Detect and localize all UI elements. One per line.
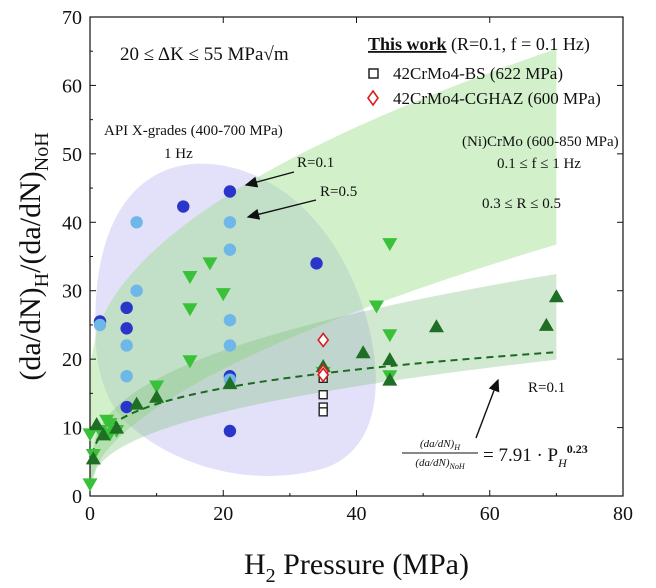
equation-numerator: (da/dN)H — [420, 438, 461, 452]
data-point-series-1 — [120, 339, 133, 352]
api-xgrades-label: API X-grades (400-700 MPa) — [104, 123, 283, 139]
x-tick-label: 40 — [347, 503, 367, 525]
data-point-series-5 — [317, 367, 330, 383]
data-point-series-0 — [177, 200, 190, 213]
nicrmo-label: (Ni)CrMo (600-850 MPa) — [462, 134, 619, 150]
data-point-series-0 — [120, 301, 133, 315]
nicrmo-freq-label: 0.1 ≤ f ≤ 1 Hz — [497, 156, 581, 172]
equation-arrow — [475, 378, 500, 439]
data-point-series-3 — [85, 451, 101, 465]
legend-marker-diamond — [367, 89, 379, 107]
data-point-series-3 — [89, 417, 105, 431]
data-point-series-1 — [223, 216, 237, 229]
equation-denominator: (da/dN)NoH — [415, 457, 466, 471]
data-point-series-0 — [223, 424, 237, 438]
data-point-series-1 — [223, 339, 237, 352]
data-point-series-3 — [222, 376, 238, 390]
equation-rhs: = 7.91 · PH0.23 — [483, 442, 588, 470]
data-point-series-3 — [538, 317, 554, 331]
data-point-series-1 — [130, 216, 143, 229]
r01-arrow-label: R=0.1 — [297, 155, 334, 171]
data-point-series-0 — [223, 185, 237, 198]
data-point-series-2 — [202, 257, 218, 271]
data-point-series-1 — [130, 284, 143, 297]
legend-marker-square — [368, 68, 379, 79]
r05-arrow — [246, 199, 317, 220]
data-point-series-2 — [182, 303, 198, 317]
data-point-series-2 — [182, 355, 198, 369]
data-point-series-1 — [223, 313, 237, 327]
r01-band-label: R=0.1 — [528, 380, 565, 396]
data-point-series-1 — [223, 243, 237, 256]
data-point-series-3 — [382, 372, 398, 386]
delta-k-range-label: 20 ≤ ΔK ≤ 55 MPa√m — [120, 44, 289, 65]
nicrmo-r-label: 0.3 ≤ R ≤ 0.5 — [482, 196, 561, 212]
data-point-series-2 — [368, 300, 384, 314]
nicrmo-r03-05-region — [90, 48, 557, 485]
y-tick-label: 10 — [62, 418, 82, 440]
x-tick-label: 20 — [213, 503, 233, 525]
legend-entry-label: 42CrMo4-BS (622 MPa) — [393, 64, 563, 83]
data-point-series-3 — [428, 319, 444, 333]
data-point-series-3 — [129, 396, 145, 410]
data-point-series-3 — [548, 289, 564, 303]
y-tick-label: 50 — [62, 144, 82, 166]
data-point-series-3 — [382, 352, 398, 366]
data-point-series-2 — [182, 271, 198, 285]
data-point-series-2 — [102, 418, 118, 432]
legend-title: This work (R=0.1, f = 0.1 Hz) — [368, 34, 590, 55]
data-point-series-2 — [82, 428, 98, 442]
data-point-series-5 — [317, 332, 330, 348]
r01-arrow — [244, 171, 295, 188]
y-tick-label: 40 — [62, 212, 82, 234]
data-point-series-1 — [93, 318, 107, 332]
data-point-series-0 — [120, 400, 133, 414]
data-point-series-2 — [382, 329, 398, 343]
legend-entry-label: 42CrMo4-CGHAZ (600 MPa) — [393, 89, 601, 108]
data-point-series-0 — [310, 257, 323, 270]
data-point-series-3 — [355, 345, 371, 359]
y-axis-label-group: (da/dN)H/(da/dN)NoH — [14, 132, 53, 380]
data-point-series-3 — [109, 420, 125, 434]
y-axis-label: (da/dN)H/(da/dN)NoH — [14, 132, 53, 380]
data-point-series-2 — [149, 380, 165, 394]
x-tick-label: 60 — [480, 503, 500, 525]
y-tick-label: 70 — [62, 7, 82, 29]
data-point-series-1 — [120, 370, 133, 383]
y-tick-label: 60 — [62, 75, 82, 97]
y-tick-label: 0 — [72, 486, 82, 508]
x-tick-label: 80 — [613, 503, 633, 525]
x-axis-label: H2 Pressure (MPa) — [244, 548, 469, 583]
data-point-series-3 — [149, 389, 165, 403]
y-tick-label: 30 — [62, 281, 82, 303]
data-point-series-2 — [215, 288, 231, 302]
data-point-series-4 — [318, 407, 328, 417]
data-point-series-0 — [120, 322, 133, 335]
api-freq-label: 1 Hz — [164, 146, 193, 162]
data-point-series-4 — [318, 390, 328, 400]
y-tick-label: 20 — [62, 349, 82, 371]
r05-arrow-label: R=0.5 — [320, 184, 357, 200]
data-point-series-3 — [95, 427, 111, 441]
x-tick-label: 0 — [85, 503, 95, 525]
data-point-series-2 — [82, 478, 98, 492]
data-point-series-2 — [382, 238, 398, 252]
